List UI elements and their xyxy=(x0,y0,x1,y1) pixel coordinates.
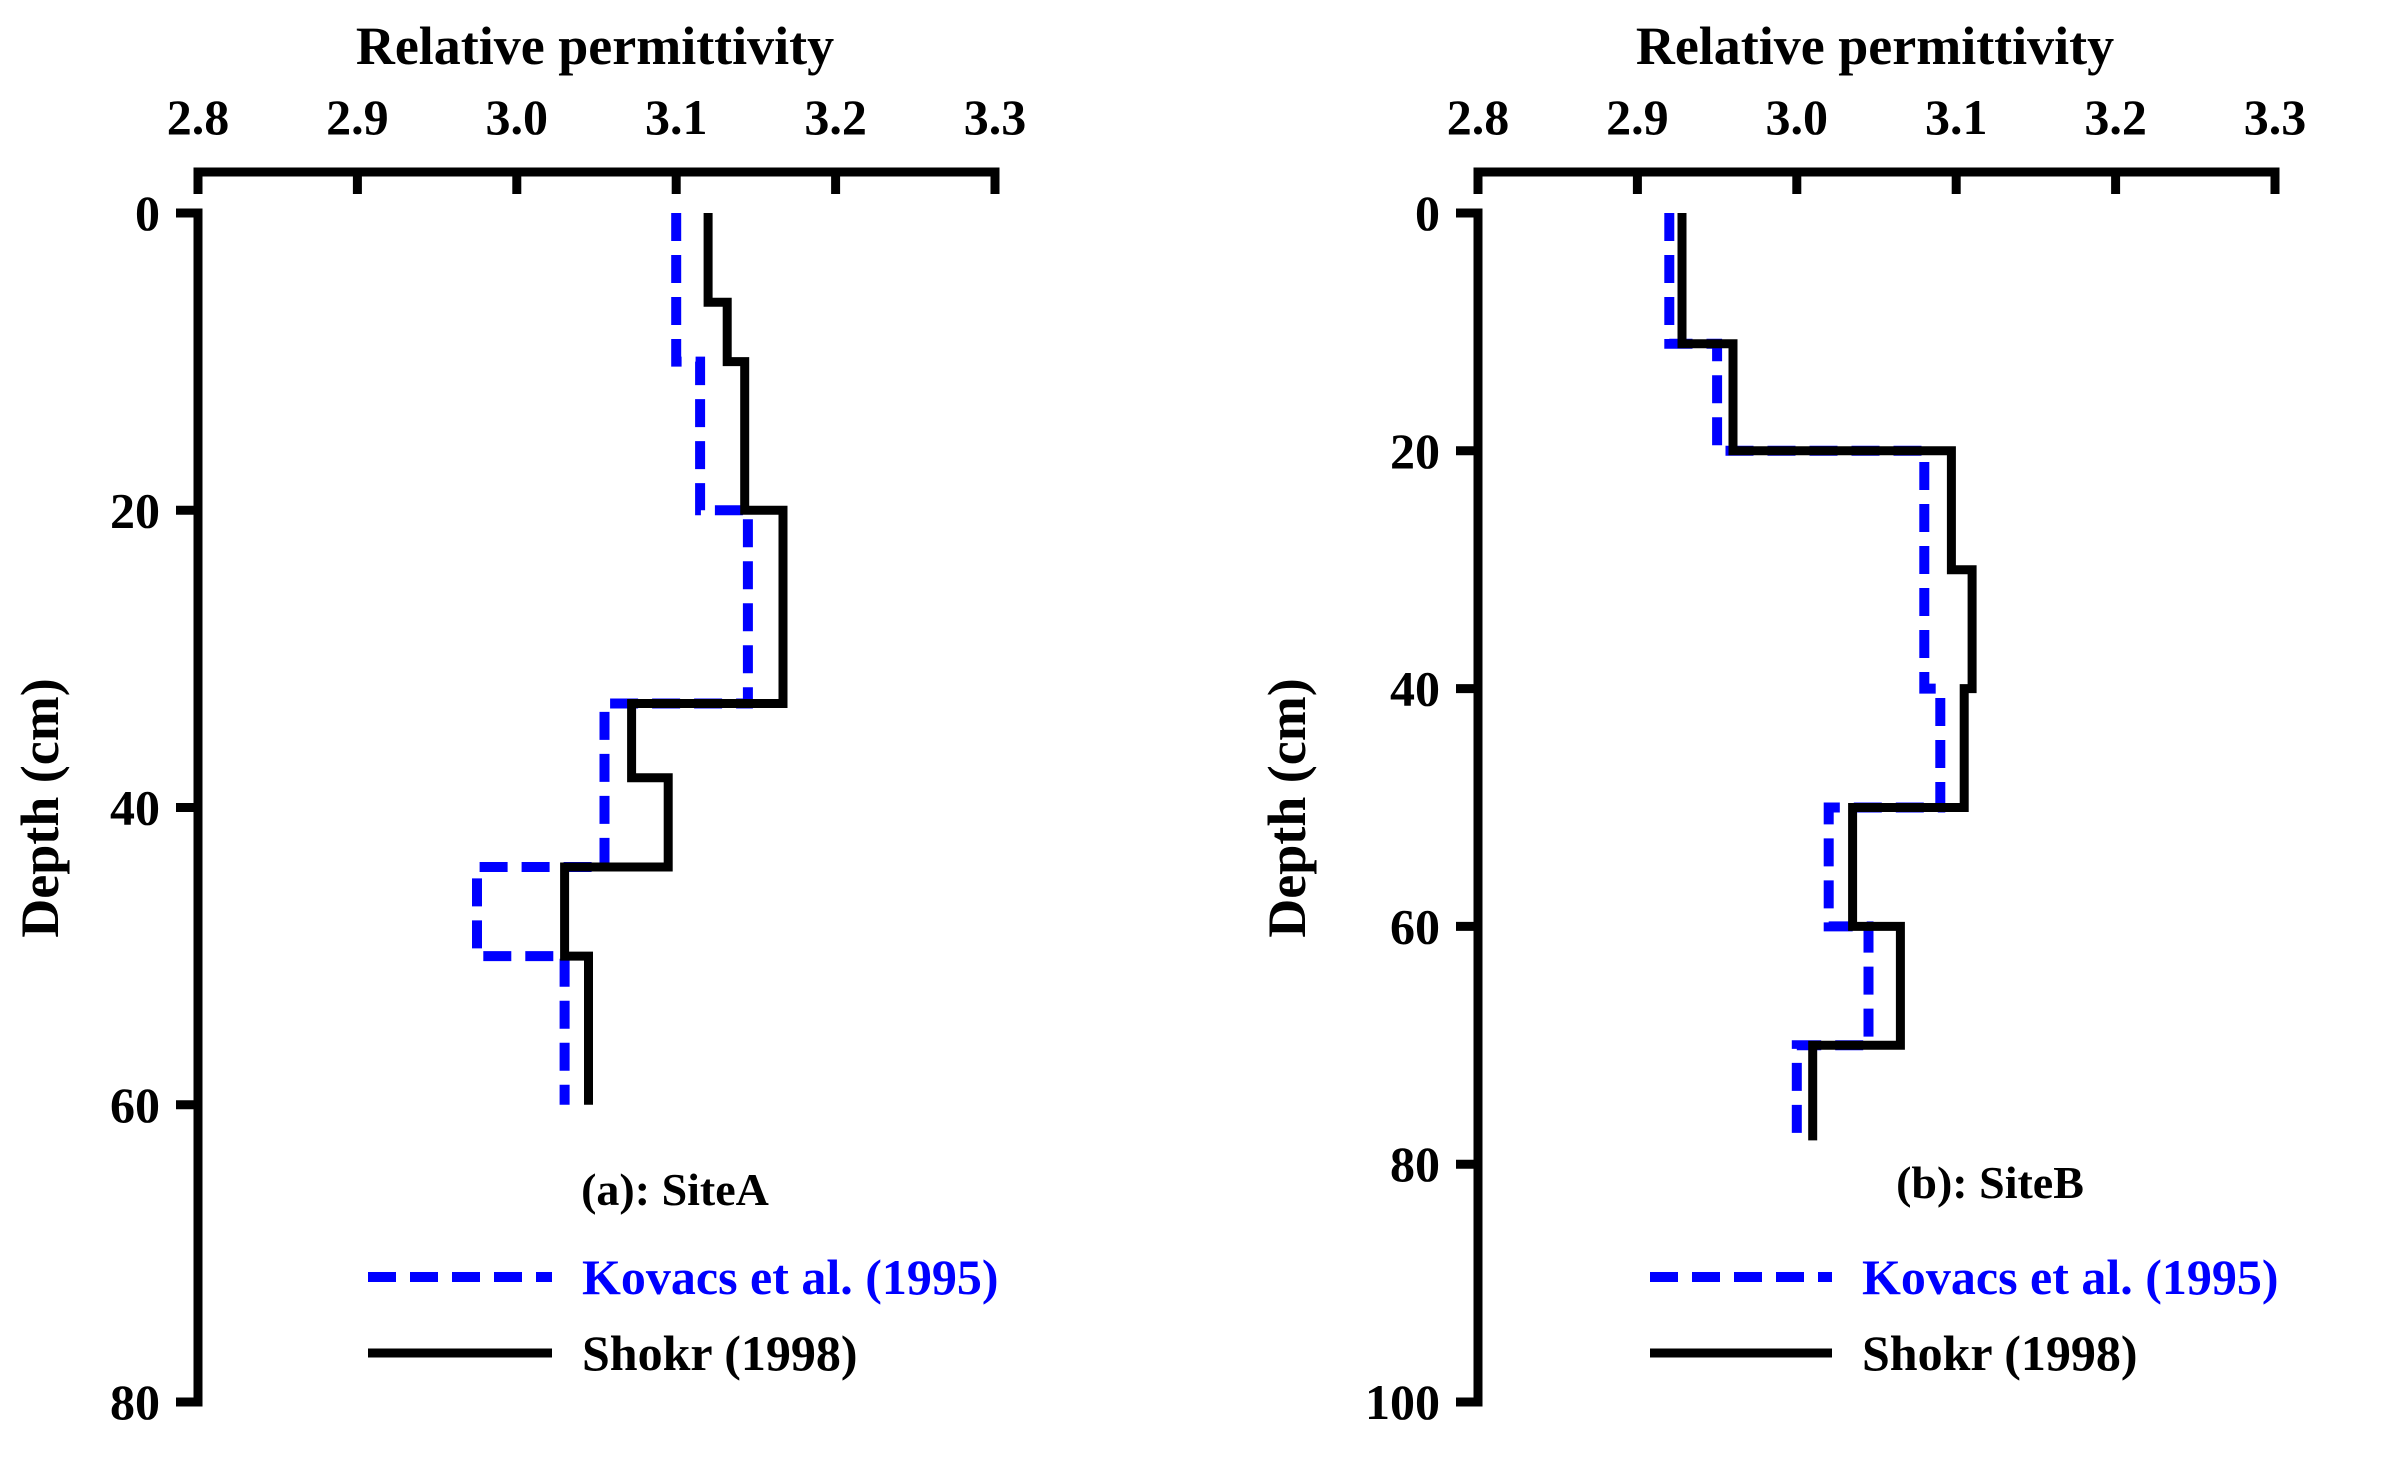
y-tick-label: 100 xyxy=(1365,1374,1440,1430)
x-tick-label: 3.0 xyxy=(486,89,549,145)
legend-label-shokr: Shokr (1998) xyxy=(1862,1325,2138,1381)
x-tick-label: 2.9 xyxy=(1606,89,1669,145)
panel-site-a: Relative permittivity Depth (cm) 2.8 2.9 3… xyxy=(10,16,1026,1430)
y-ticks: 0 20 40 60 80 xyxy=(110,185,198,1430)
series-line-kovacs xyxy=(1664,213,1946,1141)
series-line-kovacs xyxy=(472,213,753,1105)
panel-label: (a): SiteA xyxy=(581,1164,769,1215)
y-tick-label: 40 xyxy=(110,780,160,836)
series-line-shokr xyxy=(1677,213,1977,1141)
x-axis-title: Relative permittivity xyxy=(356,16,834,76)
legend-label-kovacs: Kovacs et al. (1995) xyxy=(582,1249,999,1305)
x-ticks: 2.8 2.9 3.0 3.1 3.2 3.3 xyxy=(1447,89,2307,194)
x-tick-label: 3.2 xyxy=(2084,89,2147,145)
y-tick-label: 20 xyxy=(1390,423,1440,479)
legend: Kovacs et al. (1995) Shokr (1998) xyxy=(368,1249,999,1381)
x-tick-label: 3.2 xyxy=(804,89,867,145)
x-tick-label: 3.3 xyxy=(2244,89,2307,145)
y-tick-label: 0 xyxy=(135,185,160,241)
y-tick-label: 20 xyxy=(110,482,160,538)
x-tick-label: 3.1 xyxy=(1925,89,1988,145)
y-ticks: 0 20 40 60 80 100 xyxy=(1365,185,1478,1430)
x-axis-title: Relative permittivity xyxy=(1636,16,2114,76)
panel-label: (b): SiteB xyxy=(1896,1157,2084,1208)
x-ticks: 2.8 2.9 3.0 3.1 3.2 3.3 xyxy=(167,89,1027,194)
panel-site-b: Relative permittivity Depth (cm) 2.8 2.9 3… xyxy=(1257,16,2306,1430)
y-axis-title: Depth (cm) xyxy=(10,678,70,937)
legend: Kovacs et al. (1995) Shokr (1998) xyxy=(1650,1249,2279,1381)
y-tick-label: 40 xyxy=(1390,661,1440,717)
y-tick-label: 0 xyxy=(1415,185,1440,241)
y-tick-label: 60 xyxy=(110,1077,160,1133)
y-tick-label: 60 xyxy=(1390,898,1440,954)
x-tick-label: 3.1 xyxy=(645,89,708,145)
x-tick-label: 2.8 xyxy=(167,89,230,145)
legend-label-kovacs: Kovacs et al. (1995) xyxy=(1862,1249,2279,1305)
y-tick-label: 80 xyxy=(1390,1136,1440,1192)
legend-label-shokr: Shokr (1998) xyxy=(582,1325,858,1381)
y-tick-label: 80 xyxy=(110,1374,160,1430)
x-tick-label: 2.9 xyxy=(326,89,389,145)
x-tick-label: 3.0 xyxy=(1766,89,1829,145)
y-axis-title: Depth (cm) xyxy=(1257,678,1317,937)
x-tick-label: 2.8 xyxy=(1447,89,1510,145)
x-tick-label: 3.3 xyxy=(964,89,1027,145)
series-line-shokr xyxy=(560,213,788,1105)
